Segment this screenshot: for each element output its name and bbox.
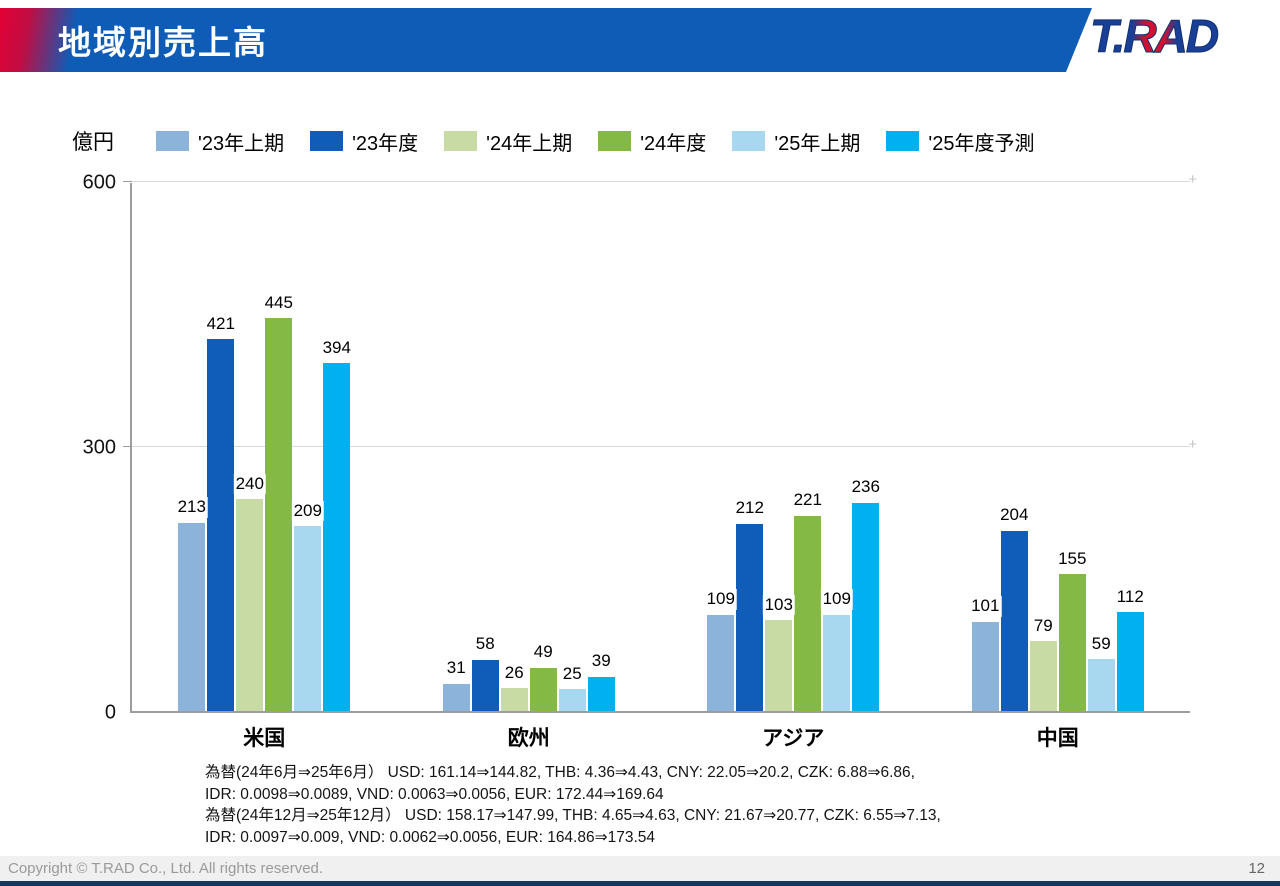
bar-value-label: 109 [704,589,737,610]
bar: 445 [262,292,295,711]
bar-value-label: 213 [175,497,208,518]
exchange-rate-notes: 為替(24年6月⇒25年6月） USD: 161.14⇒144.82, THB:… [205,762,941,848]
bar: 103 [762,594,795,711]
bar-value-label: 112 [1114,586,1146,608]
legend-swatch [732,131,766,151]
legend-label: '23年度 [352,132,419,155]
bar-value-label: 31 [444,658,468,679]
bar: 155 [1056,548,1089,711]
bar-value-label: 394 [320,337,353,358]
bar: 394 [320,337,353,711]
note-line: IDR: 0.0097⇒0.009, VND: 0.0062⇒0.0056, E… [205,828,655,846]
bar-value-label: 58 [473,634,497,655]
legend-label: '24年上期 [486,132,573,155]
bar-value-label: 79 [1031,615,1055,637]
bar-value-label: 240 [233,473,266,494]
gridline [123,171,1197,188]
bar: 79 [1029,615,1057,711]
bar: 213 [175,497,208,711]
note-line: 為替(24年12月⇒25年12月） USD: 158.17⇒147.99, TH… [205,807,941,825]
category-label: 欧州 [507,727,550,750]
bottom-accent-strip [0,881,1280,886]
bar: 25 [558,663,586,711]
gridline [123,436,1197,453]
category-label: 中国 [1036,727,1079,750]
bar: 109 [820,589,853,711]
bar-value-label: 209 [291,501,324,522]
legend-label: '24年度 [640,132,707,155]
bar-value-label: 103 [762,594,795,616]
bar: 209 [291,501,324,711]
trad-logo-text: T.RAD [1090,10,1218,62]
bar-value-label: 155 [1056,548,1089,570]
bar: 26 [500,662,528,711]
bar: 31 [442,658,470,711]
bar-group: 101 204 79 155 59 112 中国 [926,183,1191,750]
bar-value-label: 212 [733,498,766,519]
category-label: アジア [762,727,825,750]
bar-group: 213 421 240 445 209 394 米国 [132,183,397,750]
legend-swatch [598,131,632,151]
bar: 109 [704,589,737,711]
bar-value-label: 445 [262,292,295,313]
y-axis-tick-label: 600 [82,171,116,194]
note-line: 為替(24年6月⇒25年6月） USD: 161.14⇒144.82, THB:… [205,764,915,781]
bar: 101 [969,596,1002,711]
y-axis-unit-label: 億円 [72,131,114,154]
bar: 49 [529,642,557,711]
bar-value-label: 109 [820,589,853,610]
bar: 421 [204,313,237,711]
legend-swatch [310,131,344,151]
bar-value-label: 421 [204,313,237,335]
bar: 240 [233,473,266,711]
copyright-text: Copyright © T.RAD Co., Ltd. All rights r… [8,860,324,877]
legend-item: '25年上期 [732,127,860,156]
legend-row: 億円 '23年上期 '23年度 '24年上期 '24年度 '25年上期 '25年度予測 [72,126,1250,156]
note-line: IDR: 0.0098⇒0.0089, VND: 0.0063⇒0.0056, … [205,785,664,803]
legend-label: '23年上期 [198,132,285,155]
bar: 39 [587,651,615,711]
chart-legend: '23年上期 '23年度 '24年上期 '24年度 '25年上期 '25年度予測 [156,127,1034,156]
category-label: 米国 [243,727,286,750]
bar-value-label: 25 [560,663,584,684]
header-banner: 地域別売上高 [0,8,1092,72]
bar-value-label: 39 [589,651,613,672]
legend-label: '25年度予測 [928,132,1035,155]
bar: 59 [1087,633,1115,711]
bar: 204 [998,505,1031,711]
bar-value-label: 26 [502,662,526,684]
trad-logo: T.RAD [1090,10,1221,63]
legend-item: '24年上期 [444,127,572,156]
legend-swatch [156,131,189,151]
page-title: 地域別売上高 [58,24,268,61]
bar: 221 [791,490,824,711]
bar-value-label: 204 [998,505,1031,526]
bar-value-label: 59 [1089,633,1113,654]
page-number: 12 [1248,860,1265,877]
bar-value-label: 49 [531,642,555,663]
bar-group: 31 58 26 49 25 39 欧州 [397,183,662,750]
bar: 236 [849,477,882,711]
legend-swatch [444,131,478,151]
bar: 212 [733,498,766,711]
legend-item: '25年度予測 [886,127,1034,156]
bar: 58 [471,634,499,711]
bar-value-label: 221 [791,490,824,511]
bar-value-label: 101 [969,596,1002,617]
legend-label: '25年上期 [774,132,861,155]
footer-bar: Copyright © T.RAD Co., Ltd. All rights r… [0,856,1280,881]
legend-swatch [886,131,920,151]
bar-value-label: 236 [849,477,882,498]
legend-item: '24年度 [598,127,706,156]
bar: 112 [1114,586,1146,711]
y-axis-tick-label: 0 [104,701,116,724]
legend-item: '23年上期 [156,127,284,156]
y-axis-tick-label: 300 [82,436,116,459]
bar-group: 109 212 103 221 109 236 アジア [661,183,926,750]
legend-item: '23年度 [310,127,418,156]
